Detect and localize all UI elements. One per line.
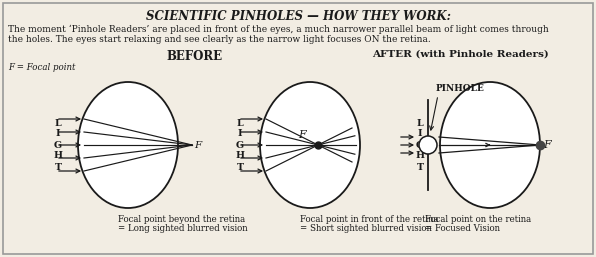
- Text: G: G: [416, 141, 424, 150]
- Ellipse shape: [440, 82, 540, 208]
- Circle shape: [419, 136, 437, 154]
- Text: F = Focal point: F = Focal point: [8, 63, 76, 72]
- Text: F: F: [543, 140, 551, 150]
- Text: L: L: [417, 118, 423, 127]
- Text: = Focused Vision: = Focused Vision: [425, 224, 500, 233]
- Text: G: G: [236, 141, 244, 150]
- Text: = Long sighted blurred vision: = Long sighted blurred vision: [118, 224, 247, 233]
- Text: T: T: [417, 162, 424, 171]
- Text: H: H: [54, 151, 63, 161]
- Ellipse shape: [260, 82, 360, 208]
- Text: I: I: [238, 130, 242, 139]
- Text: the holes. The eyes start relaxing and see clearly as the narrow light focuses O: the holes. The eyes start relaxing and s…: [8, 35, 431, 44]
- Text: G: G: [54, 141, 62, 150]
- Text: Focal point in front of the retina: Focal point in front of the retina: [300, 215, 439, 224]
- Text: = Short sighted blurred vision: = Short sighted blurred vision: [300, 224, 432, 233]
- Text: F: F: [298, 130, 306, 140]
- Text: BEFORE: BEFORE: [167, 50, 223, 63]
- Text: Focal point on the retina: Focal point on the retina: [425, 215, 531, 224]
- Text: I: I: [418, 130, 422, 139]
- Text: T: T: [237, 162, 244, 171]
- Text: SCIENTIFIC PINHOLES — HOW THEY WORK:: SCIENTIFIC PINHOLES — HOW THEY WORK:: [145, 10, 451, 23]
- Ellipse shape: [78, 82, 178, 208]
- Text: T: T: [54, 162, 61, 171]
- Text: H: H: [415, 151, 424, 161]
- Text: L: L: [237, 118, 243, 127]
- Text: AFTER (with Pinhole Readers): AFTER (with Pinhole Readers): [372, 50, 548, 59]
- Text: F: F: [194, 141, 201, 150]
- Text: Focal point beyond the retina: Focal point beyond the retina: [118, 215, 245, 224]
- Text: H: H: [235, 151, 244, 161]
- Text: The moment ‘Pinhole Readers’ are placed in front of the eyes, a much narrower pa: The moment ‘Pinhole Readers’ are placed …: [8, 25, 549, 34]
- Text: PINHOLE: PINHOLE: [436, 84, 485, 93]
- Text: L: L: [55, 118, 61, 127]
- Text: I: I: [56, 130, 60, 139]
